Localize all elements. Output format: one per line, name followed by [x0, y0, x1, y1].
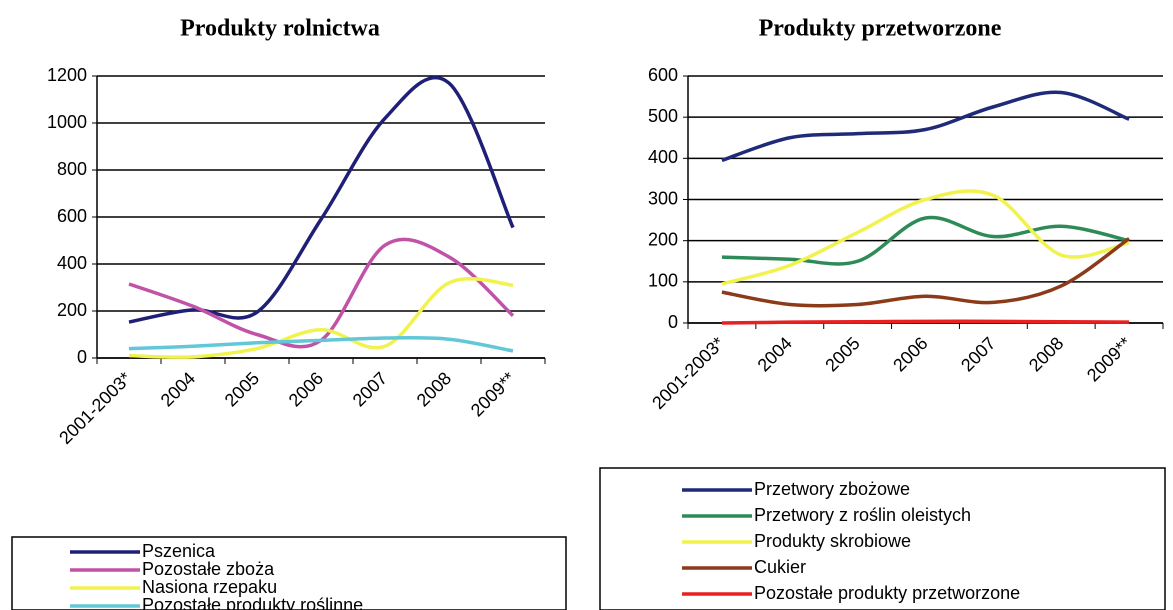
- legend-label: Produkty skrobiowe: [754, 531, 911, 551]
- legend-label: Przetwory z roślin oleistych: [754, 505, 971, 525]
- y-tick-label: 800: [57, 159, 87, 179]
- line-series: [128, 335, 514, 353]
- x-tick-label: 2008: [1025, 333, 1067, 375]
- line-series: [128, 277, 514, 359]
- x-tick-label: 2001-2003*: [55, 368, 135, 448]
- legend-label: Pozostałe produkty roślinne: [142, 595, 363, 610]
- x-tick-label: 2001-2003*: [648, 333, 728, 413]
- legend-label: Pszenica: [142, 541, 216, 561]
- x-tick-label: 2009**: [1083, 333, 1135, 385]
- x-tick-label: 2009**: [467, 368, 519, 420]
- x-tick-label: 2005: [821, 333, 863, 375]
- line-series: [128, 237, 515, 349]
- line-series: [721, 319, 1130, 325]
- y-tick-label: 600: [57, 206, 87, 226]
- x-tick-label: 2005: [221, 368, 263, 410]
- y-tick-label: 1000: [47, 112, 87, 132]
- y-tick-label: 500: [648, 106, 678, 126]
- legend-label: Pozostałe produkty przetworzone: [754, 583, 1020, 603]
- x-tick-label: 2004: [754, 333, 796, 375]
- legend-label: Pozostałe zboża: [142, 559, 275, 579]
- legend-label: Nasiona rzepaku: [142, 577, 277, 597]
- x-tick-label: 2007: [957, 333, 999, 375]
- x-tick-label: 2008: [413, 368, 455, 410]
- line-series: [721, 237, 1131, 308]
- y-tick-label: 400: [648, 147, 678, 167]
- legend-box: [11, 536, 567, 610]
- y-tick-label: 200: [648, 229, 678, 249]
- x-tick-label: 2007: [349, 368, 391, 410]
- line-series: [721, 215, 1130, 266]
- line-series: [721, 90, 1130, 163]
- y-tick-label: 200: [57, 300, 87, 320]
- legend-label: Przetwory zbożowe: [754, 479, 910, 499]
- y-tick-label: 0: [668, 312, 678, 332]
- line-series: [128, 75, 515, 324]
- x-tick-label: 2006: [889, 333, 931, 375]
- chart-title: Produkty przetworzone: [759, 16, 1002, 42]
- chart-title: Produkty rolnictwa: [180, 16, 380, 42]
- y-tick-label: 1200: [47, 65, 87, 85]
- y-tick-label: 100: [648, 271, 678, 291]
- x-tick-label: 2004: [157, 368, 199, 410]
- y-tick-label: 0: [77, 347, 87, 367]
- line-series: [721, 189, 1130, 286]
- legend-label: Cukier: [754, 557, 806, 577]
- x-tick-label: 2006: [285, 368, 327, 410]
- y-tick-label: 400: [57, 253, 87, 273]
- y-tick-label: 600: [648, 65, 678, 85]
- y-tick-label: 300: [648, 188, 678, 208]
